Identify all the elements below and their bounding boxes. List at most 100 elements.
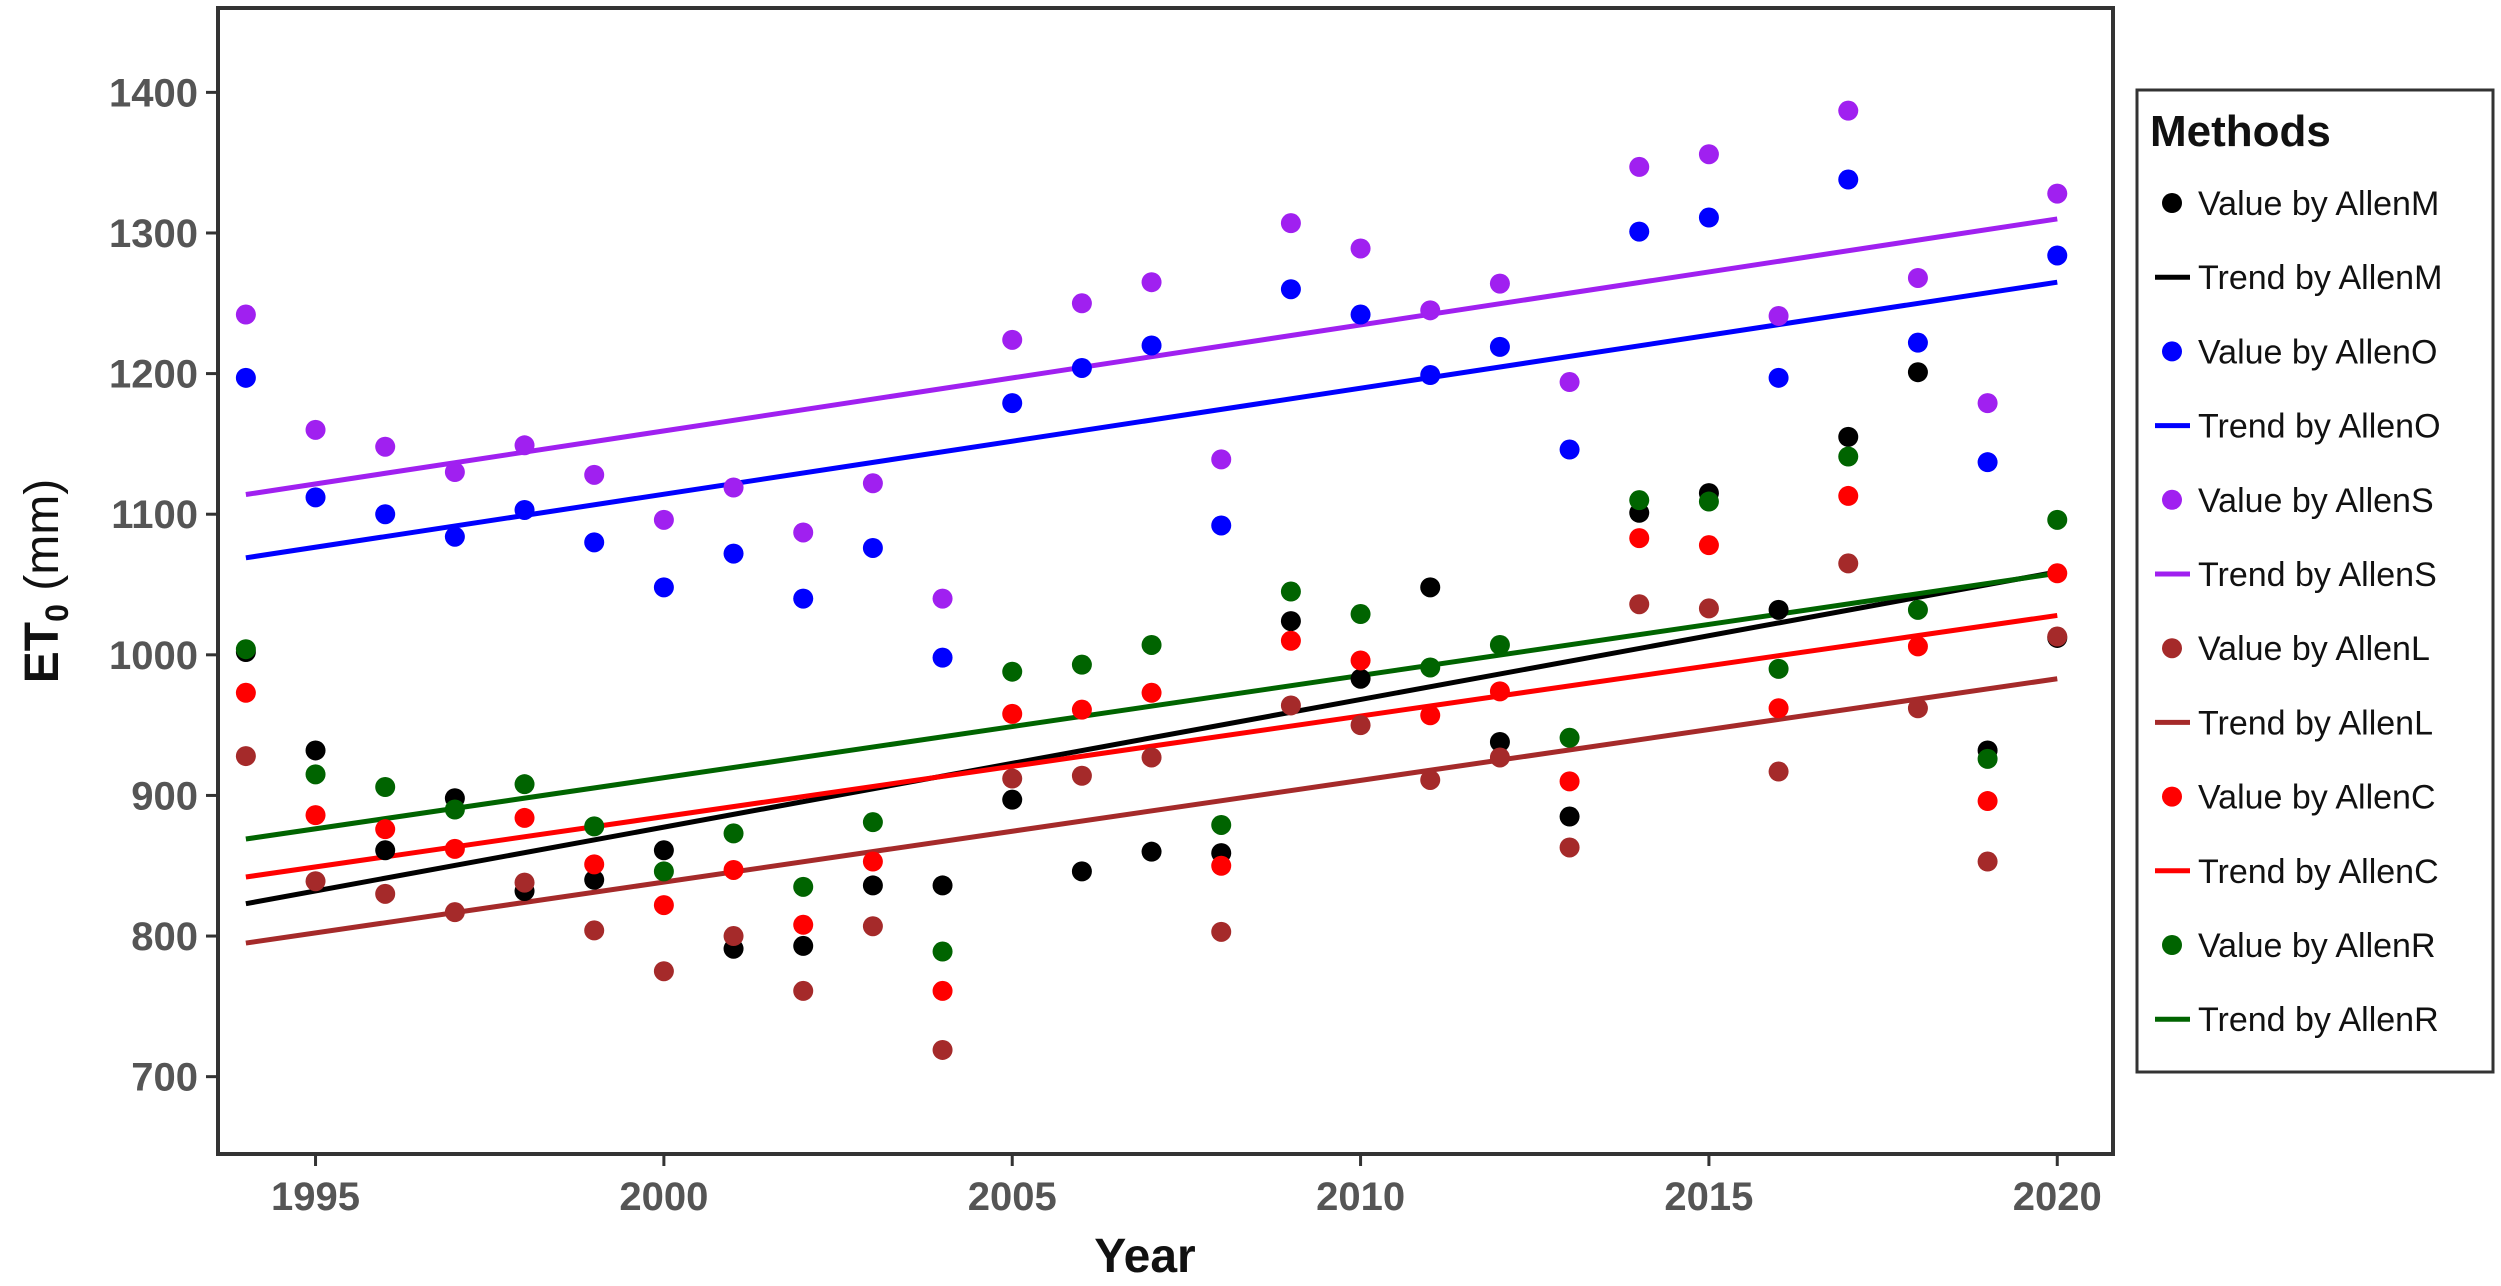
point-allenr-2006 bbox=[1071, 654, 1092, 675]
legend-marker-value-by-allenl bbox=[2162, 638, 2182, 659]
trend-line-allenm bbox=[245, 569, 2058, 907]
point-allenl-2009 bbox=[1280, 695, 1301, 716]
point-allens-2001 bbox=[723, 477, 744, 498]
legend-entries: Value by AllenM Trend by AllenM Value by A… bbox=[2155, 185, 2442, 1039]
legend-title: Methods bbox=[2150, 107, 2331, 156]
legend-label-value-by-allenl: Value by AllenL bbox=[2198, 630, 2430, 668]
point-allenc-2006 bbox=[1071, 699, 1092, 720]
point-alleno-2008 bbox=[1211, 515, 1232, 536]
point-alleno-2018 bbox=[1907, 332, 1928, 353]
point-alleno-2006 bbox=[1071, 357, 1092, 378]
legend-marker-value-by-alleno bbox=[2162, 341, 2182, 362]
legend-label-value-by-allenr: Value by AllenR bbox=[2198, 927, 2436, 965]
point-alleno-2001 bbox=[723, 543, 744, 564]
point-allens-2019 bbox=[1977, 393, 1998, 414]
point-allenr-2016 bbox=[1768, 658, 1789, 679]
point-alleno-2015 bbox=[1698, 207, 1719, 228]
point-alleno-2010 bbox=[1350, 304, 1371, 325]
trend-line-allens bbox=[245, 216, 2058, 497]
x-tick-label-2010: 2010 bbox=[1316, 1175, 1405, 1219]
point-allenc-2009 bbox=[1280, 630, 1301, 651]
point-allenl-1998 bbox=[514, 872, 535, 893]
point-allenl-2016 bbox=[1768, 761, 1789, 782]
point-allenr-2007 bbox=[1141, 634, 1162, 655]
point-allenc-2008 bbox=[1211, 855, 1232, 876]
point-allens-2003 bbox=[862, 473, 883, 494]
x-tick-label-2020: 2020 bbox=[2013, 1175, 2102, 1219]
point-allenm-2017 bbox=[1838, 426, 1859, 447]
point-allens-2020 bbox=[2047, 183, 2068, 204]
legend-label-trend-by-allenm: Trend by AllenM bbox=[2198, 259, 2442, 297]
point-allenr-2005 bbox=[1002, 661, 1023, 682]
point-allenl-2020 bbox=[2047, 626, 2068, 647]
point-allens-2006 bbox=[1071, 293, 1092, 314]
point-allens-1998 bbox=[514, 435, 535, 456]
point-allenc-2017 bbox=[1838, 485, 1859, 506]
point-allenr-1994 bbox=[235, 639, 256, 660]
point-allenr-2001 bbox=[723, 823, 744, 844]
point-alleno-2003 bbox=[862, 537, 883, 558]
point-allenm-2009 bbox=[1280, 611, 1301, 632]
point-allenl-2003 bbox=[862, 916, 883, 937]
point-alleno-2005 bbox=[1002, 393, 1023, 414]
point-allenr-1995 bbox=[305, 764, 326, 785]
legend-marker-value-by-allenr bbox=[2162, 935, 2182, 955]
y-axis-title: ET0 (mm) bbox=[16, 479, 75, 683]
point-allenm-1999 bbox=[584, 869, 605, 890]
point-allenm-2013 bbox=[1559, 806, 1580, 827]
legend-label-trend-by-alleno: Trend by AllenO bbox=[2198, 408, 2441, 446]
point-allenm-1995 bbox=[305, 740, 326, 761]
point-allenl-1996 bbox=[375, 883, 396, 904]
point-allens-2016 bbox=[1768, 305, 1789, 326]
y-tick-label-1100: 1100 bbox=[111, 493, 198, 537]
point-allenc-2003 bbox=[862, 851, 883, 872]
point-allenr-1997 bbox=[444, 799, 465, 820]
point-allens-2009 bbox=[1280, 213, 1301, 234]
trend-lines bbox=[245, 216, 2058, 946]
point-alleno-2020 bbox=[2047, 245, 2068, 266]
point-allenm-1996 bbox=[375, 840, 396, 861]
point-allenr-2012 bbox=[1489, 634, 1510, 655]
plot-frame bbox=[216, 6, 2115, 1156]
point-allenl-2011 bbox=[1420, 769, 1441, 790]
point-alleno-1998 bbox=[514, 499, 535, 520]
point-alleno-2013 bbox=[1559, 439, 1580, 460]
point-allenr-1998 bbox=[514, 774, 535, 795]
point-allenl-2018 bbox=[1907, 698, 1928, 719]
point-allenc-2018 bbox=[1907, 636, 1928, 657]
y-tick-label-1200: 1200 bbox=[109, 353, 198, 397]
point-allenl-1997 bbox=[444, 902, 465, 923]
trend-line-allenr bbox=[245, 570, 2058, 842]
legend-label-value-by-allens: Value by AllenS bbox=[2198, 482, 2434, 520]
legend-marker-value-by-allens bbox=[2162, 489, 2182, 510]
point-allenm-2006 bbox=[1071, 861, 1092, 882]
point-allenl-2008 bbox=[1211, 921, 1232, 942]
point-allens-2000 bbox=[653, 509, 674, 530]
point-allenr-2008 bbox=[1211, 814, 1232, 835]
point-allenc-2016 bbox=[1768, 698, 1789, 719]
point-allenr-2019 bbox=[1977, 748, 1998, 769]
point-allenc-2019 bbox=[1977, 791, 1998, 812]
point-allenl-2007 bbox=[1141, 747, 1162, 768]
point-allenm-2000 bbox=[653, 840, 674, 861]
point-allenl-2013 bbox=[1559, 837, 1580, 858]
point-alleno-2019 bbox=[1977, 452, 1998, 473]
point-alleno-2009 bbox=[1280, 279, 1301, 300]
point-allenr-1999 bbox=[584, 816, 605, 837]
point-allenl-1995 bbox=[305, 871, 326, 892]
point-alleno-2007 bbox=[1141, 335, 1162, 356]
point-allenl-2012 bbox=[1489, 747, 1510, 768]
point-allenl-2006 bbox=[1071, 765, 1092, 786]
legend-label-value-by-alleno: Value by AllenO bbox=[2198, 333, 2437, 371]
point-allenm-2018 bbox=[1907, 362, 1928, 383]
legend-label-trend-by-allenc: Trend by AllenC bbox=[2198, 853, 2439, 891]
point-alleno-2012 bbox=[1489, 336, 1510, 357]
point-alleno-2016 bbox=[1768, 367, 1789, 388]
point-allens-2011 bbox=[1420, 300, 1441, 321]
legend-marker-value-by-allenm bbox=[2162, 193, 2182, 213]
point-allenl-2004 bbox=[932, 1039, 953, 1060]
trend-line-allenc bbox=[245, 612, 2058, 880]
point-allenm-2005 bbox=[1002, 789, 1023, 810]
point-allenc-2014 bbox=[1629, 528, 1650, 549]
